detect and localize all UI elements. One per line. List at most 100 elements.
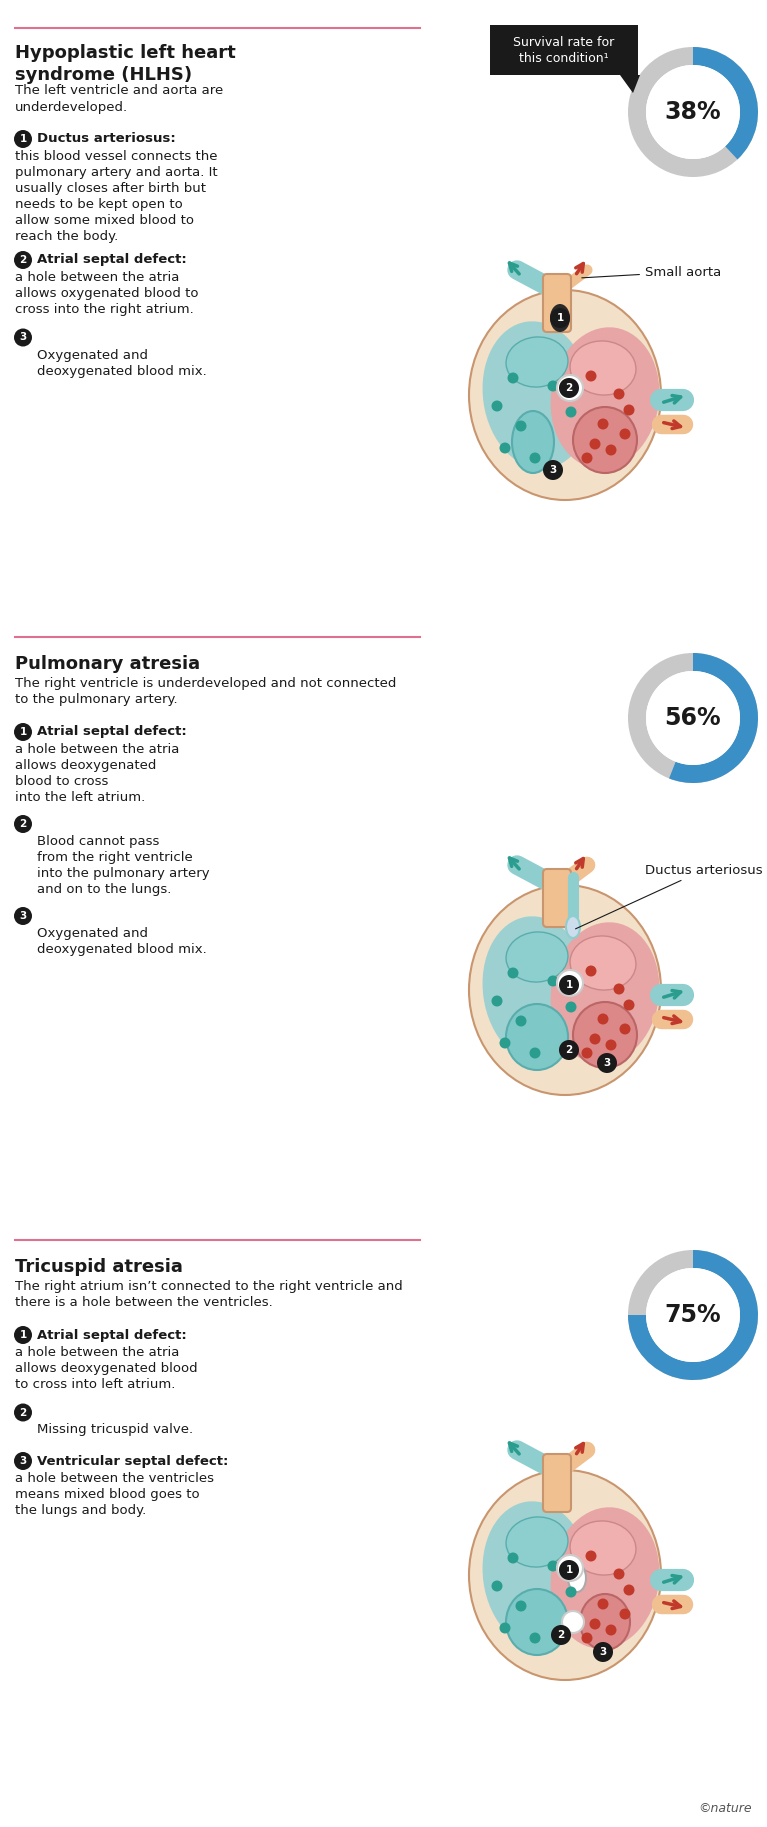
Circle shape [559, 378, 579, 398]
Circle shape [565, 406, 577, 418]
Circle shape [499, 1622, 511, 1633]
Ellipse shape [568, 1564, 586, 1591]
Circle shape [597, 418, 608, 429]
Ellipse shape [550, 303, 570, 333]
Circle shape [562, 1611, 584, 1633]
Circle shape [543, 460, 563, 481]
Circle shape [499, 442, 511, 453]
Circle shape [14, 250, 32, 269]
Circle shape [565, 1586, 577, 1597]
Wedge shape [628, 1250, 758, 1379]
Circle shape [492, 1580, 502, 1591]
Circle shape [492, 996, 502, 1007]
Circle shape [605, 1040, 617, 1051]
Circle shape [559, 1560, 579, 1580]
Circle shape [508, 968, 518, 979]
Text: 1: 1 [565, 1566, 573, 1575]
Circle shape [590, 1034, 601, 1045]
Circle shape [550, 309, 570, 329]
Text: Atrial septal defect:: Atrial septal defect: [37, 725, 186, 738]
Circle shape [548, 380, 558, 391]
Circle shape [590, 1619, 601, 1630]
Circle shape [14, 723, 32, 742]
Ellipse shape [551, 1507, 660, 1648]
Circle shape [593, 1642, 613, 1663]
Text: Ductus arteriosus: Ductus arteriosus [575, 864, 762, 928]
Wedge shape [628, 1250, 758, 1379]
Wedge shape [628, 652, 758, 784]
FancyBboxPatch shape [543, 274, 571, 333]
Circle shape [605, 444, 617, 455]
Circle shape [585, 1551, 597, 1562]
Circle shape [581, 1047, 592, 1058]
Circle shape [14, 130, 32, 148]
Circle shape [548, 976, 558, 987]
Text: 38%: 38% [665, 100, 721, 124]
Text: Tricuspid atresia: Tricuspid atresia [15, 1259, 183, 1275]
Text: Small aorta: Small aorta [582, 265, 721, 278]
Text: Survival rate for
this condition¹: Survival rate for this condition¹ [513, 35, 614, 64]
Circle shape [565, 1001, 577, 1012]
Circle shape [492, 400, 502, 411]
Ellipse shape [469, 1471, 661, 1681]
Ellipse shape [570, 342, 636, 395]
Text: 1: 1 [19, 133, 27, 144]
Circle shape [624, 999, 634, 1010]
Circle shape [597, 1599, 608, 1610]
Ellipse shape [566, 915, 580, 937]
Wedge shape [669, 652, 758, 784]
Circle shape [508, 373, 518, 384]
Circle shape [614, 1569, 624, 1580]
Text: Atrial septal defect:: Atrial septal defect: [37, 254, 186, 267]
Text: Ductus arteriosus:: Ductus arteriosus: [37, 133, 176, 146]
Text: The right ventricle is underdeveloped and not connected
to the pulmonary artery.: The right ventricle is underdeveloped an… [15, 678, 397, 707]
Ellipse shape [573, 1001, 637, 1069]
Text: Oxygenated and
deoxygenated blood mix.: Oxygenated and deoxygenated blood mix. [37, 349, 207, 378]
Ellipse shape [551, 327, 660, 470]
Wedge shape [628, 48, 758, 177]
Circle shape [597, 1052, 617, 1072]
Circle shape [14, 1326, 32, 1345]
Circle shape [581, 453, 592, 464]
Text: Oxygenated and
deoxygenated blood mix.: Oxygenated and deoxygenated blood mix. [37, 926, 207, 956]
Circle shape [620, 1023, 630, 1034]
Text: ©nature: ©nature [699, 1801, 752, 1814]
Text: 2: 2 [558, 1630, 565, 1641]
Text: 1: 1 [19, 727, 27, 736]
Circle shape [620, 1608, 630, 1619]
FancyBboxPatch shape [543, 870, 571, 926]
Circle shape [620, 429, 630, 440]
Circle shape [624, 404, 634, 415]
Text: Missing tricuspid valve.: Missing tricuspid valve. [37, 1423, 193, 1436]
Ellipse shape [512, 411, 554, 473]
Text: 3: 3 [19, 333, 27, 342]
Text: this blood vessel connects the
pulmonary artery and aorta. It
usually closes aft: this blood vessel connects the pulmonary… [15, 150, 218, 243]
Text: 56%: 56% [665, 705, 721, 731]
Text: 2: 2 [565, 1045, 573, 1054]
Ellipse shape [482, 1502, 591, 1648]
Circle shape [646, 671, 740, 766]
Text: 75%: 75% [665, 1303, 721, 1326]
Circle shape [529, 1047, 541, 1058]
Circle shape [614, 983, 624, 994]
Wedge shape [693, 48, 758, 159]
Ellipse shape [570, 1520, 636, 1575]
Polygon shape [620, 75, 640, 93]
Circle shape [515, 1016, 526, 1027]
Circle shape [581, 1633, 592, 1644]
Ellipse shape [469, 884, 661, 1094]
Ellipse shape [573, 407, 637, 473]
Text: Ventricular septal defect:: Ventricular septal defect: [37, 1454, 229, 1467]
Circle shape [557, 1555, 583, 1580]
Text: a hole between the atria
allows deoxygenated blood
to cross into left atrium.: a hole between the atria allows deoxygen… [15, 1346, 198, 1390]
Text: 2: 2 [19, 256, 27, 265]
Text: a hole between the atria
allows oxygenated blood to
cross into the right atrium.: a hole between the atria allows oxygenat… [15, 270, 199, 316]
Circle shape [614, 389, 624, 400]
Circle shape [559, 976, 579, 996]
Circle shape [557, 970, 583, 996]
Circle shape [548, 1560, 558, 1571]
Circle shape [551, 1624, 571, 1644]
Text: The left ventricle and aorta are
underdeveloped.: The left ventricle and aorta are underde… [15, 84, 223, 113]
Ellipse shape [482, 917, 591, 1063]
Ellipse shape [482, 322, 591, 470]
